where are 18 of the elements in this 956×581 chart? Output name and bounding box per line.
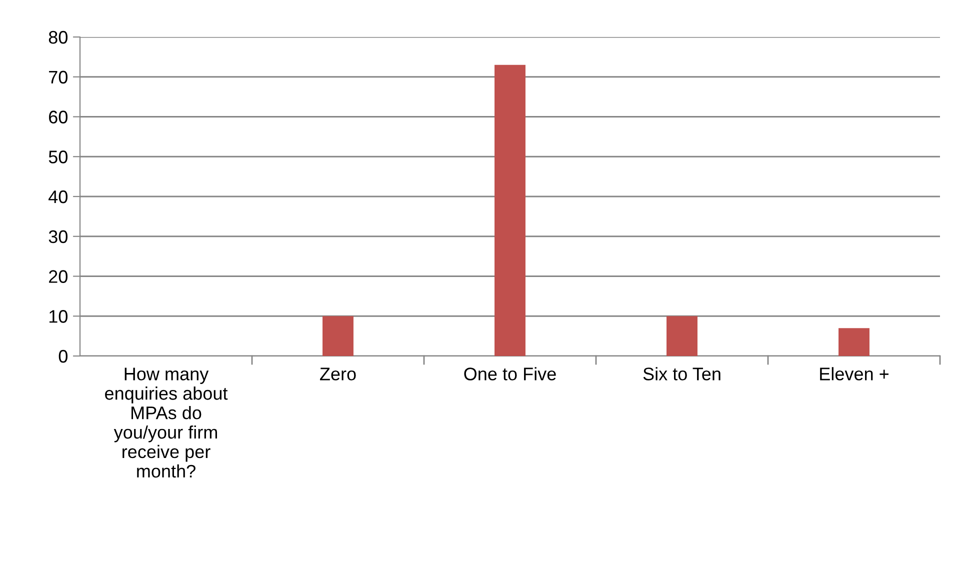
y-tick-label: 30: [48, 230, 68, 244]
x-tick-label: Zero: [320, 368, 356, 380]
x-tick-label: How many enquiries about MPAs do you/your firm receive per month?: [105, 368, 228, 478]
x-tick-label: One to Five: [464, 367, 556, 380]
y-tick-label: 50: [48, 150, 68, 164]
y-tick-label: 20: [49, 270, 68, 283]
x-tick-label: Eleven +: [820, 367, 888, 380]
y-tick-label: 70: [49, 70, 68, 84]
y-tick-label: 60: [49, 110, 68, 124]
bar: [666, 316, 698, 356]
x-tick-label: Six to Ten: [643, 367, 720, 380]
y-tick-label: 0: [58, 350, 68, 363]
y-tick-label: 40: [48, 190, 68, 204]
bar: [838, 328, 870, 356]
bar: [322, 316, 354, 356]
y-tick-label: 80: [48, 30, 68, 44]
y-tick-label: 10: [49, 310, 68, 323]
bar: [494, 64, 526, 356]
